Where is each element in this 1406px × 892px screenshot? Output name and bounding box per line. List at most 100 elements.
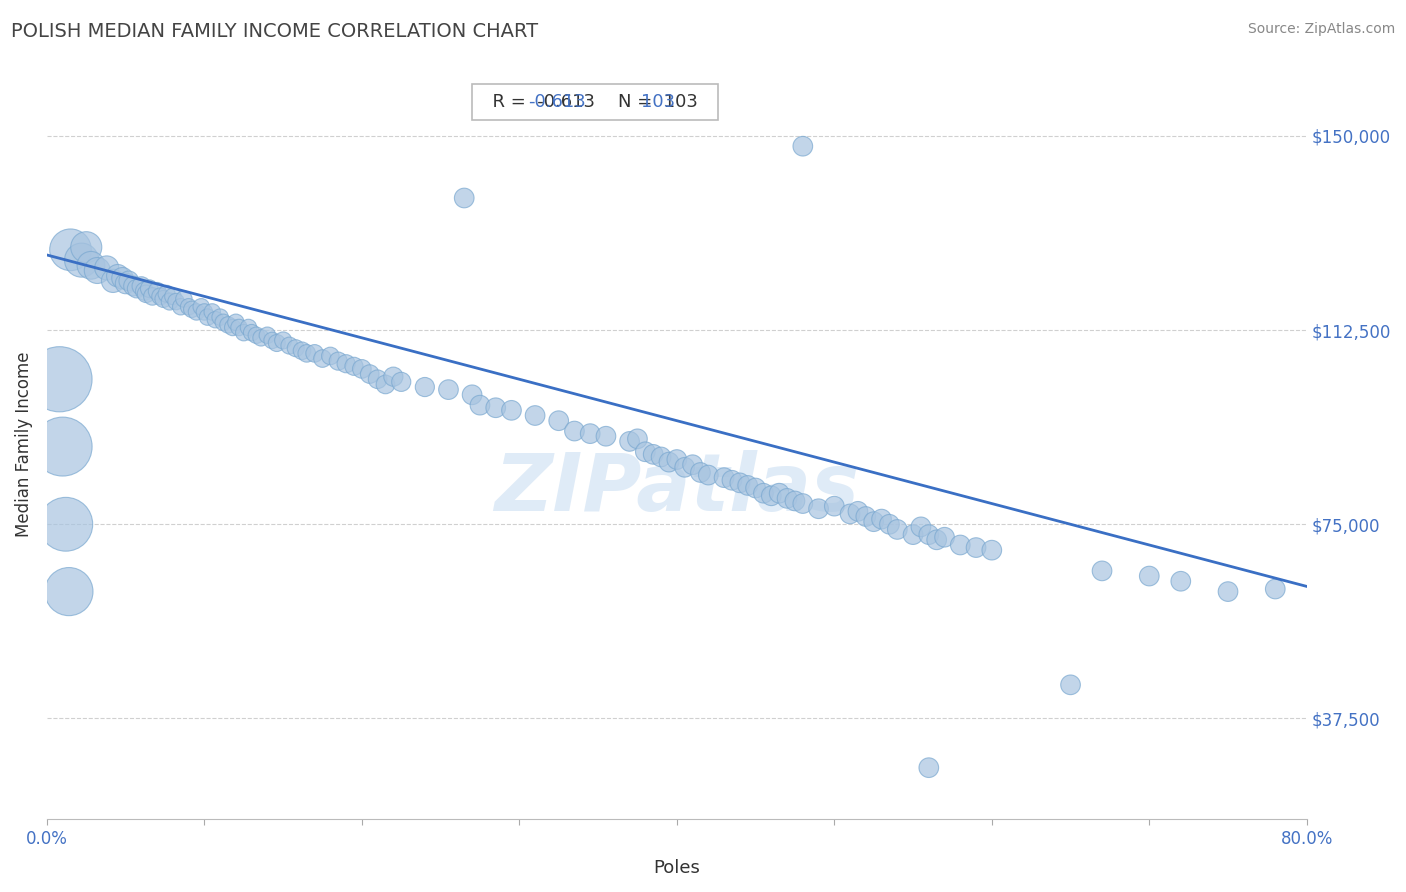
Point: [152, 292, 174, 306]
Point: [197, 310, 219, 325]
Point: [626, 432, 648, 446]
Point: [643, 447, 665, 461]
Point: [111, 271, 134, 285]
Point: [319, 349, 342, 363]
Point: [162, 289, 184, 303]
Point: [965, 541, 987, 555]
Point: [204, 312, 226, 326]
Point: [343, 359, 366, 374]
Point: [792, 497, 814, 511]
Text: -0.613: -0.613: [529, 94, 586, 112]
Point: [70, 253, 93, 268]
Point: [55, 517, 77, 532]
Text: ZIPatlas: ZIPatlas: [495, 450, 859, 528]
Point: [579, 426, 602, 441]
Point: [48, 372, 70, 386]
Point: [266, 336, 288, 351]
Point: [389, 375, 412, 389]
Point: [222, 320, 245, 334]
Point: [846, 504, 869, 518]
Point: [807, 501, 830, 516]
Point: [468, 398, 491, 412]
Point: [295, 346, 318, 360]
Point: [209, 310, 232, 325]
Point: [768, 486, 790, 500]
Point: [256, 328, 278, 343]
Point: [367, 372, 389, 386]
Point: [304, 346, 326, 360]
Point: [524, 409, 547, 423]
Point: [650, 450, 672, 464]
Point: [186, 305, 208, 319]
Point: [165, 294, 187, 309]
Point: [485, 401, 508, 415]
Point: [138, 282, 160, 296]
Point: [619, 434, 641, 449]
Point: [101, 274, 124, 288]
Point: [697, 468, 720, 483]
Point: [839, 507, 862, 521]
Point: [413, 380, 436, 394]
Point: [634, 444, 657, 458]
Text: POLISH MEDIAN FAMILY INCOME CORRELATION CHART: POLISH MEDIAN FAMILY INCOME CORRELATION …: [11, 22, 538, 41]
Point: [682, 458, 704, 472]
Point: [721, 473, 744, 487]
Point: [1264, 582, 1286, 596]
Point: [1170, 574, 1192, 589]
Point: [262, 334, 284, 348]
Point: [96, 260, 118, 275]
Point: [595, 429, 617, 443]
Point: [783, 494, 806, 508]
Point: [173, 292, 195, 306]
Point: [238, 320, 260, 334]
Point: [134, 284, 156, 298]
Point: [190, 300, 212, 314]
Point: [501, 403, 523, 417]
Point: [155, 286, 177, 301]
Point: [673, 460, 696, 475]
Point: [114, 277, 136, 291]
Point: [658, 455, 681, 469]
Point: [382, 369, 405, 384]
Y-axis label: Median Family Income: Median Family Income: [15, 351, 32, 537]
Point: [374, 377, 396, 392]
Point: [1216, 584, 1239, 599]
Point: [146, 284, 169, 298]
Point: [232, 326, 254, 340]
Point: [761, 489, 783, 503]
Point: [744, 481, 766, 495]
Point: [737, 478, 759, 492]
Text: R =  -0.613    N =  103: R = -0.613 N = 103: [481, 94, 709, 112]
Point: [918, 761, 941, 775]
Point: [862, 515, 884, 529]
Point: [217, 318, 239, 332]
Point: [713, 470, 735, 484]
Point: [59, 243, 82, 257]
Point: [278, 338, 301, 352]
Point: [212, 315, 235, 329]
Point: [925, 533, 948, 547]
Point: [201, 305, 224, 319]
Point: [1091, 564, 1114, 578]
Point: [949, 538, 972, 552]
Point: [141, 289, 163, 303]
Point: [547, 414, 569, 428]
Point: [170, 300, 193, 314]
Point: [328, 354, 350, 368]
Point: [271, 334, 294, 348]
Point: [934, 530, 956, 544]
Point: [886, 523, 908, 537]
Point: [879, 517, 901, 532]
Point: [453, 191, 475, 205]
Point: [792, 139, 814, 153]
Point: [752, 486, 775, 500]
Point: [52, 440, 75, 454]
Point: [149, 289, 172, 303]
Point: [131, 279, 153, 293]
Point: [75, 240, 97, 254]
Point: [910, 520, 932, 534]
Point: [855, 509, 877, 524]
Point: [870, 512, 893, 526]
Point: [665, 452, 688, 467]
Point: [291, 343, 314, 358]
